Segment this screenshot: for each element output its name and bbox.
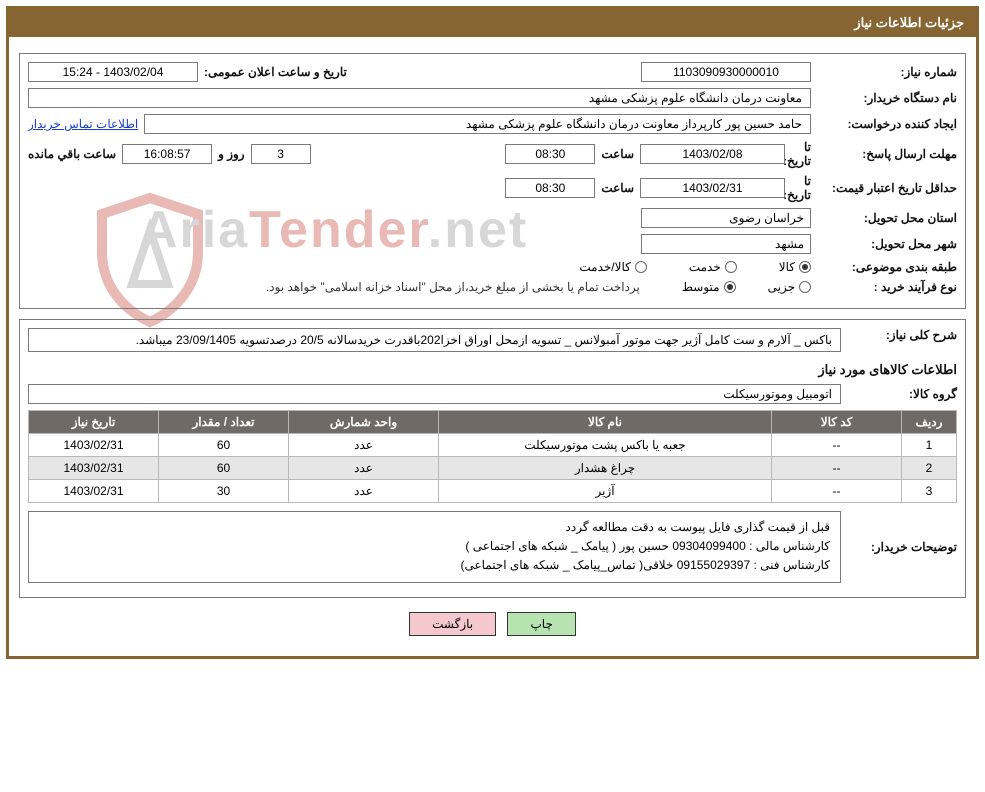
desc-label: توضیحات خریدار: <box>847 540 957 554</box>
purchase-type-label: نوع فرآیند خرید : <box>817 280 957 294</box>
overall-value: باکس _ آلارم و ست کامل آژیر جهت موتور آم… <box>28 328 841 352</box>
announce-label: تاریخ و ساعت اعلان عمومی: <box>204 65 347 79</box>
requester-label: ایجاد کننده درخواست: <box>817 117 957 131</box>
province-value: خراسان رضوی <box>641 208 811 228</box>
th-date: تاریخ نیاز <box>29 411 159 434</box>
th-qty: تعداد / مقدار <box>159 411 289 434</box>
deadline-time: 08:30 <box>505 144 595 164</box>
deadline-date: 1403/02/08 <box>640 144 785 164</box>
category-label: طبقه بندی موضوعی: <box>817 260 957 274</box>
goods-group-label: گروه کالا: <box>847 387 957 401</box>
buyer-label: نام دستگاه خریدار: <box>817 91 957 105</box>
requester-value: حامد حسین پور کارپرداز معاونت درمان دانش… <box>144 114 811 134</box>
panel-need-info: شماره نیاز: 1103090930000010 تاریخ و ساع… <box>19 53 966 309</box>
city-label: شهر محل تحویل: <box>817 237 957 251</box>
table-row: 3--آژیرعدد301403/02/31 <box>29 480 957 503</box>
th-row: ردیف <box>902 411 957 434</box>
back-button[interactable]: بازگشت <box>409 612 496 636</box>
days-label: روز و <box>218 147 245 161</box>
countdown-value: 16:08:57 <box>122 144 212 164</box>
days-value: 3 <box>251 144 311 164</box>
goods-group-value: اتومبیل وموتورسیکلت <box>28 384 841 404</box>
validity-time: 08:30 <box>505 178 595 198</box>
deadline-ta-label: تاتاریخ: <box>791 140 811 168</box>
panel-goods-info: شرح کلی نیاز: باکس _ آلارم و ست کامل آژی… <box>19 319 966 598</box>
print-button[interactable]: چاپ <box>507 612 575 636</box>
deadline-label: مهلت ارسال پاسخ: <box>817 147 957 161</box>
announce-value: 1403/02/04 - 15:24 <box>28 62 198 82</box>
remaining-label: ساعت باقي مانده <box>28 147 116 161</box>
overall-label: شرح کلی نیاز: <box>847 328 957 342</box>
items-table: ردیف کد کالا نام کالا واحد شمارش تعداد /… <box>28 410 957 503</box>
th-code: کد کالا <box>772 411 902 434</box>
need-number-label: شماره نیاز: <box>817 65 957 79</box>
radio-medium[interactable]: متوسط <box>682 280 736 294</box>
radio-service[interactable]: خدمت <box>689 260 737 274</box>
validity-date: 1403/02/31 <box>640 178 785 198</box>
validity-ta-label: تاتاریخ: <box>791 174 811 202</box>
goods-info-title: اطلاعات کالاهای مورد نیاز <box>28 362 957 378</box>
button-row: چاپ بازگشت <box>19 612 966 636</box>
buyer-value: معاونت درمان دانشگاه علوم پزشکی مشهد <box>28 88 811 108</box>
purchase-note: پرداخت تمام یا بخشی از مبلغ خرید،از محل … <box>266 280 640 294</box>
radio-minor[interactable]: جزیی <box>768 280 811 294</box>
validity-label: حداقل تاریخ اعتبار قیمت: <box>817 181 957 195</box>
th-unit: واحد شمارش <box>289 411 439 434</box>
contact-link[interactable]: اطلاعات تماس خریدار <box>28 117 138 131</box>
time-label-2: ساعت <box>601 181 634 195</box>
buyer-description: قبل از قیمت گذاری فایل پیوست به دقت مطال… <box>28 511 841 583</box>
province-label: استان محل تحویل: <box>817 211 957 225</box>
radio-both[interactable]: کالا/خدمت <box>579 260 646 274</box>
city-value: مشهد <box>641 234 811 254</box>
radio-goods[interactable]: کالا <box>779 260 811 274</box>
need-number-value: 1103090930000010 <box>641 62 811 82</box>
time-label-1: ساعت <box>601 147 634 161</box>
table-row: 1--جعبه یا باکس پشت موتورسیکلتعدد601403/… <box>29 434 957 457</box>
th-name: نام کالا <box>439 411 772 434</box>
page-title: جزئیات اطلاعات نیاز <box>9 9 976 37</box>
table-row: 2--چراغ هشدارعدد601403/02/31 <box>29 457 957 480</box>
